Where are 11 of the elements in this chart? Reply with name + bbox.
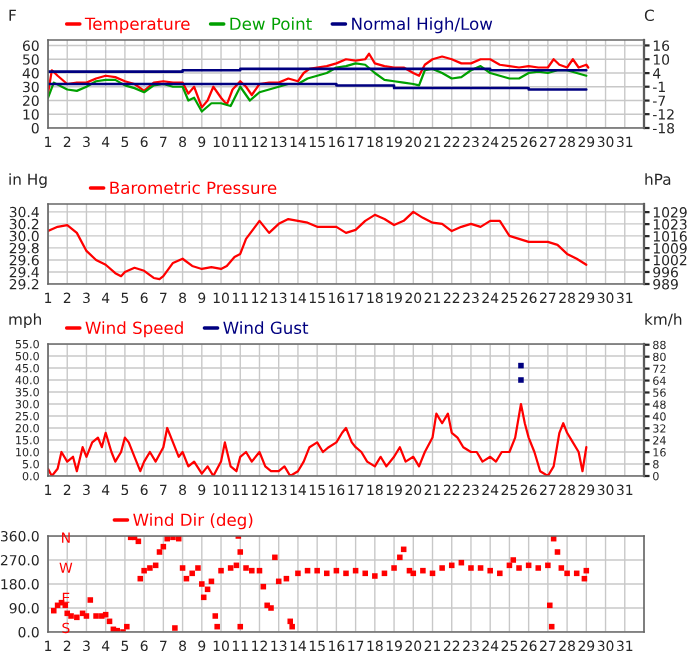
line-series xyxy=(48,402,588,476)
line-series xyxy=(48,210,588,281)
legend-label: Barometric Pressure xyxy=(110,181,277,195)
line-series xyxy=(48,52,590,109)
legend-label: Dew Point xyxy=(230,17,312,31)
legend-label: Wind Dir (deg) xyxy=(133,513,253,530)
legend-label: Wind Gust xyxy=(223,321,309,335)
line-series xyxy=(48,62,588,113)
legend-label: Temperature xyxy=(84,17,190,34)
legend-label: Wind Speed xyxy=(85,321,183,338)
legend-label: Normal High/Low xyxy=(352,17,493,34)
